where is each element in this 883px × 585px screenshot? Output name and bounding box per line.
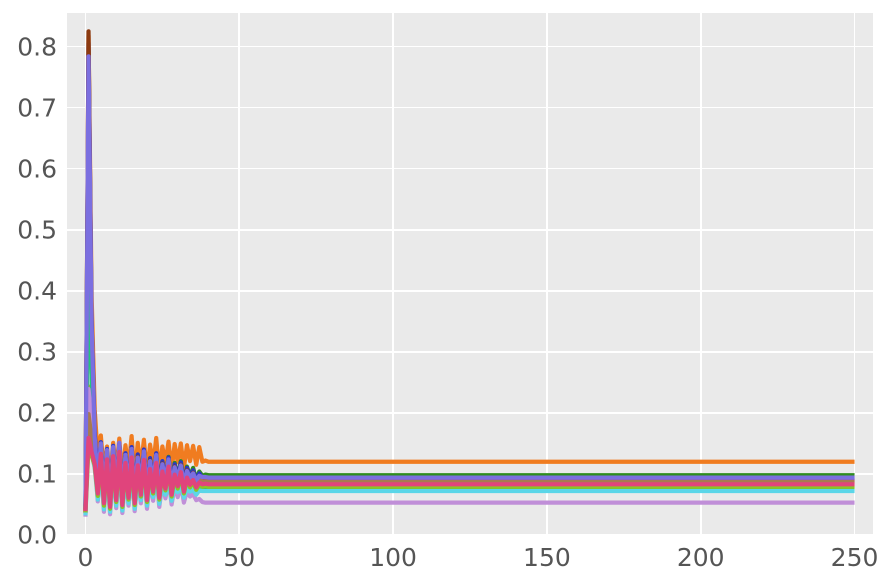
y-tick-label-1: 0.1 [17,459,57,489]
series-line-run-04 [83,29,855,514]
gridline-horizontal-5 [67,228,873,231]
gridline-horizontal-3 [67,351,873,353]
gridline-horizontal-8 [67,45,873,48]
gridline-vertical-3 [546,13,548,535]
x-tick-label-1: 50 [223,543,256,572]
x-tick-label-3: 150 [523,543,571,572]
series-line-run-02 [83,220,855,512]
gridline-horizontal-0 [67,534,873,535]
series-line-run-01 [83,33,855,511]
series-line-run-09 [83,430,855,506]
y-tick-label-7: 0.7 [17,93,57,123]
y-tick-label-8: 0.8 [17,32,57,62]
plot-area [67,13,873,535]
series-line-run-13 [83,54,855,509]
series-line-run-07 [83,225,855,513]
series-line-run-03 [83,40,855,510]
y-axis: 0.0 0.1 0.2 0.3 0.4 0.5 0.6 0.7 0.8 [0,13,67,549]
x-tick-label-5: 250 [830,543,879,572]
y-tick-label-2: 0.2 [17,398,57,428]
y-tick-label-0: 0.0 [17,520,57,550]
y-tick-label-3: 0.3 [17,337,57,367]
gridline-horizontal-6 [67,167,873,170]
series-line-run-14 [83,435,855,512]
gridline-horizontal-7 [67,106,873,109]
gridline-vertical-1 [238,13,241,535]
gridline-horizontal-4 [67,289,873,292]
y-tick-label-4: 0.4 [17,276,57,306]
x-tick-label-4: 200 [676,543,725,572]
x-tick-label-2: 100 [369,543,417,572]
data-series-layer [83,29,855,517]
y-tick-label-6: 0.6 [17,154,57,184]
x-axis: 0 50 100 150 200 250 [67,535,879,585]
gridline-horizontal-2 [67,412,873,414]
x-tick-label-0: 0 [77,543,94,572]
gridline-vertical-2 [392,13,394,535]
gridline-vertical-5 [853,13,856,535]
y-tick-label-5: 0.5 [17,215,57,245]
gridline-vertical-4 [699,13,702,535]
